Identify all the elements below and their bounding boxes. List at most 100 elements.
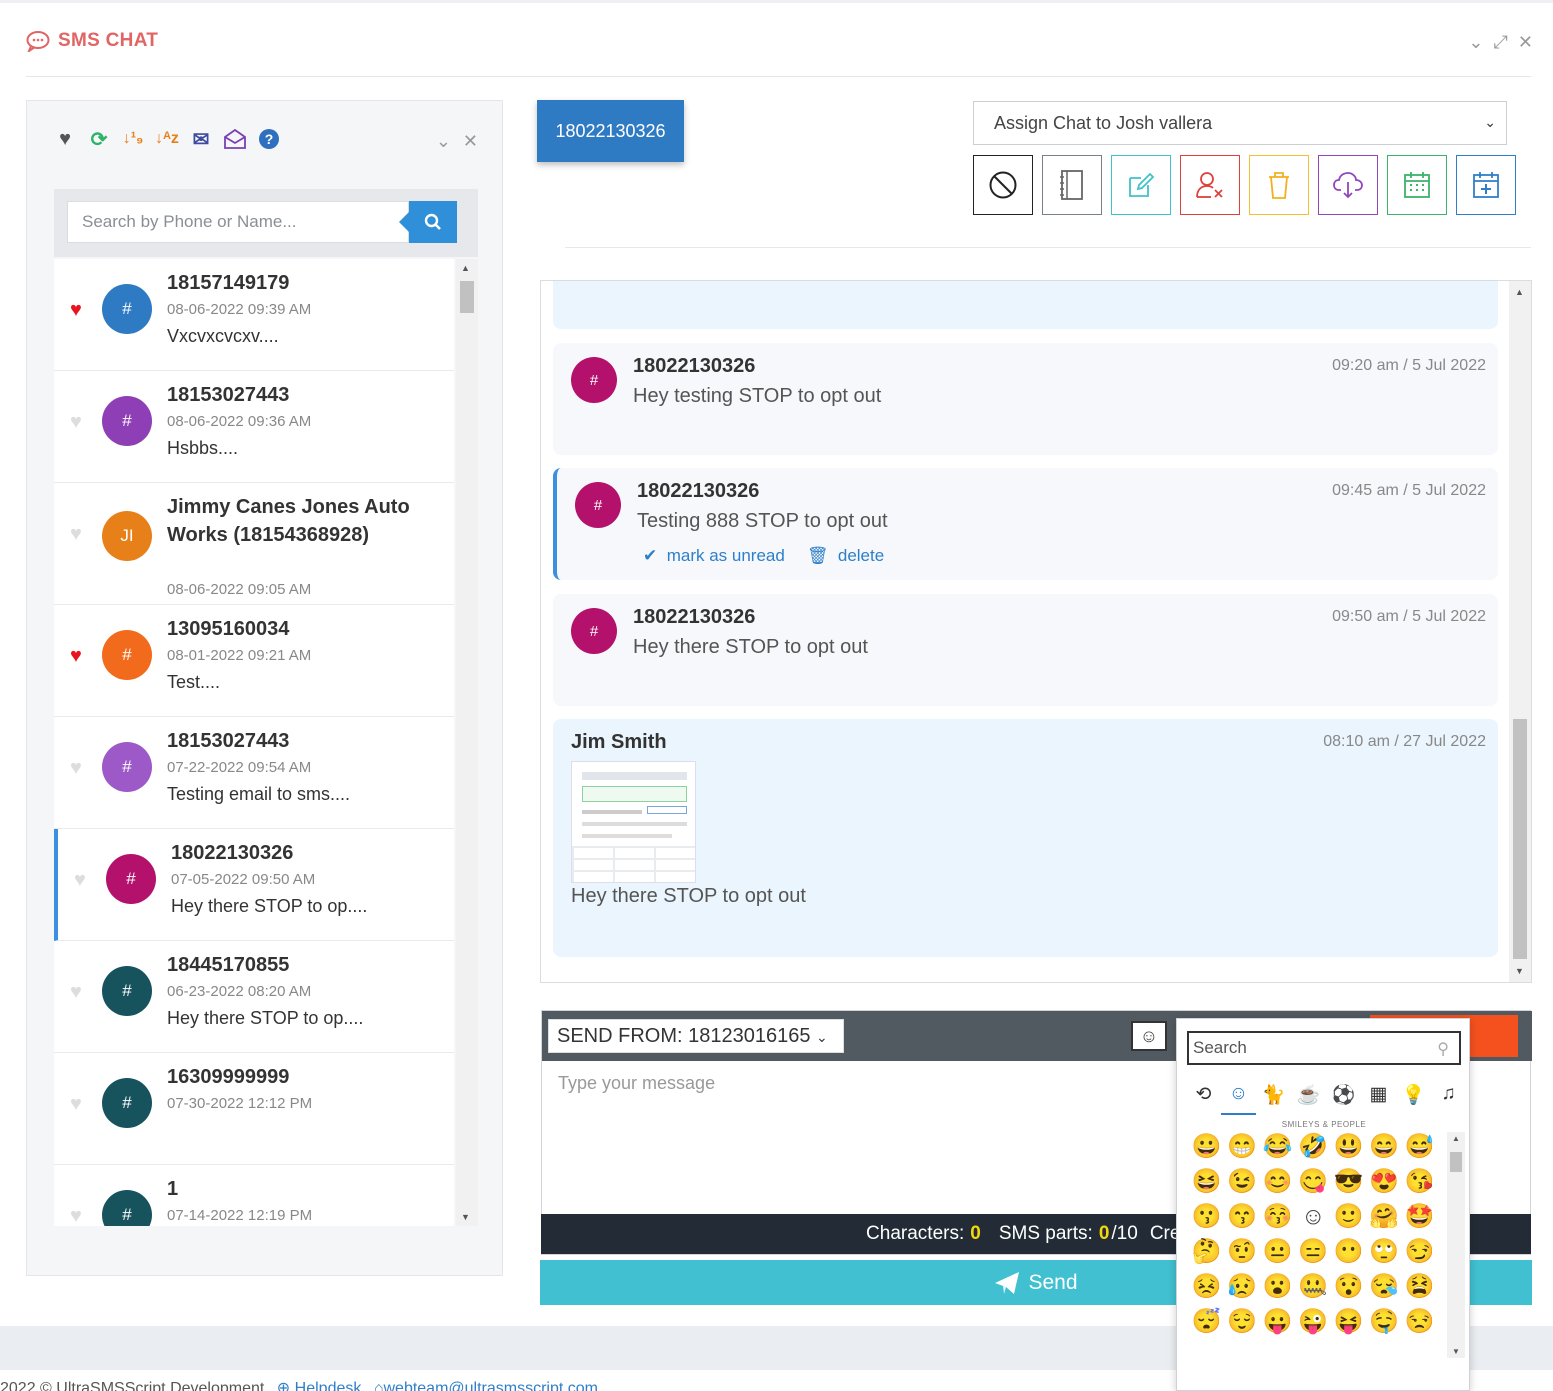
contact-list-item[interactable]: ♥ #1 07-14-2022 12:19 PM xyxy=(54,1165,454,1226)
emoji-option[interactable]: 🤔 xyxy=(1191,1238,1222,1265)
emoji-option[interactable]: 😥 xyxy=(1227,1273,1258,1300)
delete-link[interactable]: 🗑 delete xyxy=(807,546,884,566)
favorite-heart-icon[interactable]: ♥ xyxy=(70,1205,82,1226)
contact-list-item[interactable]: ♥ JI Jimmy Canes Jones Auto Works (1815436… xyxy=(54,483,454,625)
remove-user-button[interactable] xyxy=(1180,155,1240,215)
favorite-heart-icon[interactable]: ♥ xyxy=(70,299,82,321)
refresh-icon[interactable]: ⟳ xyxy=(90,128,108,151)
animals-icon[interactable]: 🐈 xyxy=(1261,1085,1286,1106)
search-button[interactable] xyxy=(399,201,457,243)
contact-list-item[interactable]: ♥ #18153027443 07-22-2022 09:54 AM Testing … xyxy=(54,717,454,829)
emoji-scrollbar[interactable]: ▲ ▼ xyxy=(1447,1132,1465,1358)
emoji-option[interactable]: 😀 xyxy=(1191,1133,1222,1160)
emoji-option[interactable]: 😝 xyxy=(1333,1308,1364,1335)
favorite-heart-icon[interactable]: ♥ xyxy=(70,411,82,433)
conversation-number-tab[interactable]: 18022130326 xyxy=(537,100,684,162)
contact-list-item[interactable]: ♥ #18022130326 07-05-2022 09:50 AM Hey ther… xyxy=(54,829,454,941)
emoji-option[interactable]: 😴 xyxy=(1191,1308,1222,1335)
emoji-option[interactable]: 😪 xyxy=(1369,1273,1400,1300)
sort-numeric-icon[interactable]: ↓¹₉ xyxy=(122,130,144,147)
emoji-option[interactable]: 😍 xyxy=(1369,1168,1400,1195)
contact-list-item[interactable]: ♥ #18445170855 06-23-2022 08:20 AM Hey ther… xyxy=(54,941,454,1053)
mark-as-unread-link[interactable]: ✔ mark as unread xyxy=(643,546,785,566)
emoji-option[interactable]: 🤐 xyxy=(1298,1273,1329,1300)
attachment-thumbnail[interactable] xyxy=(571,761,696,883)
emoji-option[interactable]: 😒 xyxy=(1404,1308,1435,1335)
emoji-option[interactable]: 😂 xyxy=(1262,1133,1293,1160)
emoji-option[interactable]: 🤣 xyxy=(1298,1133,1329,1160)
symbols-icon[interactable]: ♫ xyxy=(1441,1083,1456,1104)
sort-alpha-icon[interactable]: ↓ᴬᴢ xyxy=(155,130,179,147)
emoji-option[interactable]: 😜 xyxy=(1298,1308,1329,1335)
emoji-option[interactable]: 😶 xyxy=(1333,1238,1364,1265)
close-icon[interactable]: ✕ xyxy=(1517,32,1533,52)
emoji-option[interactable]: 🤤 xyxy=(1369,1308,1400,1335)
search-input[interactable]: Search by Phone or Name... xyxy=(67,201,409,243)
emoji-option[interactable]: 😄 xyxy=(1369,1133,1400,1160)
emoji-option[interactable]: 😊 xyxy=(1262,1168,1293,1195)
places-icon[interactable]: ▦ xyxy=(1369,1084,1388,1105)
recent-icon[interactable]: ⟲ xyxy=(1195,1084,1212,1105)
emoji-option[interactable]: 😌 xyxy=(1227,1308,1258,1335)
smileys-icon[interactable]: ☺ xyxy=(1221,1083,1256,1115)
trash-button[interactable] xyxy=(1249,155,1309,215)
favorites-heart-icon[interactable]: ♥ xyxy=(59,127,71,150)
emoji-option[interactable]: 😯 xyxy=(1333,1273,1364,1300)
message-input[interactable]: Type your message xyxy=(558,1073,716,1093)
favorite-heart-icon[interactable]: ♥ xyxy=(70,1093,82,1115)
emoji-option[interactable]: 😙 xyxy=(1227,1203,1258,1230)
emoji-option[interactable]: 😆 xyxy=(1191,1168,1222,1195)
emoji-option[interactable]: 😣 xyxy=(1191,1273,1222,1300)
schedule-add-button[interactable] xyxy=(1456,155,1516,215)
emoji-option[interactable]: 😘 xyxy=(1404,1168,1435,1195)
collapse-icon[interactable]: ⌄ xyxy=(435,131,451,151)
emoji-option[interactable]: 😉 xyxy=(1227,1168,1258,1195)
emoji-option[interactable]: 😃 xyxy=(1333,1133,1364,1160)
contact-list-item[interactable]: ♥ #18157149179 08-06-2022 09:39 AM Vxcvxcvc… xyxy=(54,259,454,371)
emoji-option[interactable]: 😎 xyxy=(1333,1168,1364,1195)
collapse-icon[interactable]: ⌄ xyxy=(1468,32,1484,52)
emoji-option[interactable]: 🤨 xyxy=(1227,1238,1258,1265)
activity-icon[interactable]: ⚽ xyxy=(1331,1085,1356,1106)
edit-button[interactable] xyxy=(1111,155,1171,215)
favorite-heart-icon[interactable]: ♥ xyxy=(74,869,86,891)
favorite-heart-icon[interactable]: ♥ xyxy=(70,757,82,779)
emoji-option[interactable]: 😚 xyxy=(1262,1203,1293,1230)
email-link[interactable]: ⌂webteam@ultrasmsscript.com xyxy=(374,1380,598,1391)
helpdesk-link[interactable]: ⊕ Helpdesk xyxy=(277,1380,362,1391)
emoji-option[interactable]: ☺ xyxy=(1300,1203,1326,1230)
emoji-option[interactable]: 🙄 xyxy=(1369,1238,1400,1265)
emoji-option[interactable]: 😅 xyxy=(1404,1133,1435,1160)
emoji-option[interactable]: 😫 xyxy=(1404,1273,1435,1300)
envelope-icon[interactable]: ✉ xyxy=(192,128,210,151)
emoji-option[interactable]: 😐 xyxy=(1262,1238,1293,1265)
calendar-button[interactable] xyxy=(1387,155,1447,215)
assign-chat-select[interactable]: Assign Chat to Josh vallera ⌄ xyxy=(973,101,1507,145)
emoji-option[interactable]: 😋 xyxy=(1298,1168,1329,1195)
emoji-search-input[interactable]: Search ⚲ xyxy=(1187,1031,1461,1065)
emoji-option[interactable]: 😑 xyxy=(1298,1238,1329,1265)
notebook-button[interactable] xyxy=(1042,155,1102,215)
help-icon[interactable]: ? xyxy=(257,127,281,151)
emoji-option[interactable]: 🤗 xyxy=(1369,1203,1400,1230)
expand-icon[interactable]: ⤢ xyxy=(1493,32,1508,52)
emoji-button[interactable]: ☺ xyxy=(1131,1021,1167,1051)
message-thread-scrollbar[interactable]: ▲ ▼ xyxy=(1509,281,1531,982)
favorite-heart-icon[interactable]: ♥ xyxy=(70,645,82,667)
emoji-option[interactable]: 🤩 xyxy=(1404,1203,1435,1230)
send-from-select[interactable]: SEND FROM: 18123016165 ⌄ xyxy=(548,1019,844,1053)
emoji-option[interactable]: 😁 xyxy=(1227,1133,1258,1160)
emoji-option[interactable]: 🙂 xyxy=(1333,1203,1364,1230)
objects-icon[interactable]: 💡 xyxy=(1401,1085,1426,1106)
cloud-download-button[interactable] xyxy=(1318,155,1378,215)
contact-list-item[interactable]: ♥ #18153027443 08-06-2022 09:36 AM Hsbbs...… xyxy=(54,371,454,483)
contact-list-scrollbar[interactable]: ▲ ▼ xyxy=(456,259,478,1226)
block-button[interactable] xyxy=(973,155,1033,215)
favorite-heart-icon[interactable]: ♥ xyxy=(70,523,82,545)
emoji-option[interactable]: 😛 xyxy=(1262,1308,1293,1335)
emoji-option[interactable]: 😮 xyxy=(1262,1273,1293,1300)
food-icon[interactable]: ☕ xyxy=(1296,1085,1321,1106)
emoji-option[interactable]: 😗 xyxy=(1191,1203,1222,1230)
contact-list-item[interactable]: ♥ #13095160034 08-01-2022 09:21 AM Test.... xyxy=(54,605,454,717)
emoji-option[interactable]: 😏 xyxy=(1404,1238,1435,1265)
